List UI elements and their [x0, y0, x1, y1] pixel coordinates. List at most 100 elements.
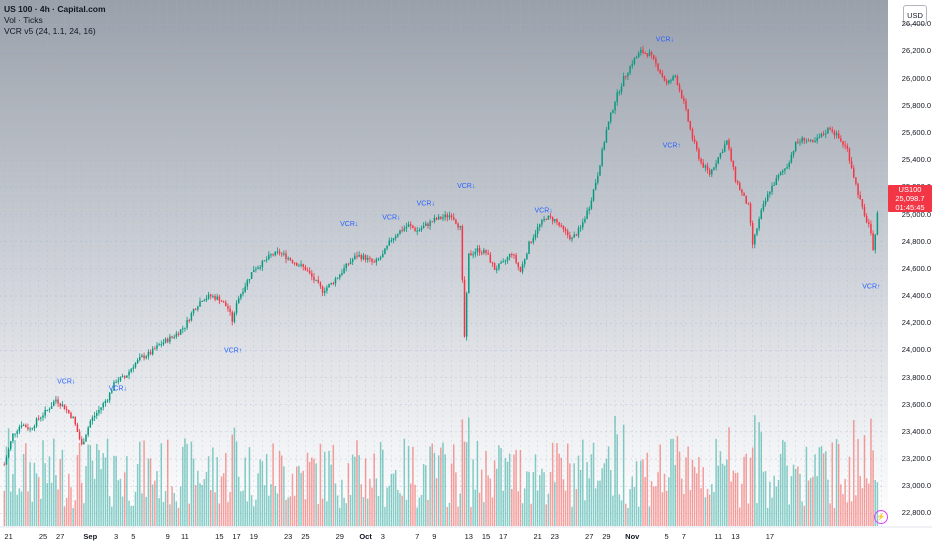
volume-bar [659, 444, 661, 526]
candle-body [554, 219, 556, 222]
candle-body [9, 441, 12, 450]
volume-bar [61, 449, 64, 526]
price-candles [3, 45, 879, 466]
candle-body [328, 284, 330, 288]
vcr-indicator-label[interactable]: VCR v5 (24, 1.1, 24, 16) [4, 26, 96, 36]
candle-body [59, 403, 61, 406]
volume-bar [844, 479, 846, 526]
candle-body [485, 249, 487, 253]
volume-bar [364, 458, 367, 526]
volume-bar [401, 495, 403, 526]
candle-body [857, 183, 859, 196]
price-tick-label: 23,800.0 [901, 372, 931, 382]
candle-body [345, 263, 347, 269]
candle-body [644, 52, 646, 54]
candle-body [754, 234, 756, 245]
candle-body [751, 222, 754, 245]
volume-bar [35, 473, 38, 526]
candle-body [530, 241, 532, 243]
candle-body [68, 409, 70, 413]
candle-body [302, 264, 304, 267]
volume-bar [717, 465, 720, 526]
candle-body [794, 141, 797, 151]
candle-body [627, 73, 629, 77]
volume-bar [46, 482, 49, 526]
volume-bar [78, 442, 81, 526]
volume-bar [272, 443, 274, 526]
candle-body [209, 294, 212, 297]
candle-body [190, 312, 193, 321]
candle-body [177, 333, 180, 335]
date-tick-label: 11 [714, 532, 723, 541]
volume-bar [336, 495, 339, 526]
candle-body [646, 53, 649, 57]
candle-body [298, 265, 300, 267]
volume-bar [715, 438, 717, 526]
volume-bar [646, 452, 649, 526]
volume-bar [452, 444, 455, 526]
price-tick-label: 24,000.0 [901, 345, 931, 355]
candle-body [313, 276, 315, 281]
candle-body [539, 224, 541, 227]
candle-body [455, 219, 457, 224]
volume-bar [846, 502, 849, 526]
currency-button[interactable]: USD [903, 5, 927, 25]
volume-bar [766, 507, 769, 526]
volume-bar [184, 438, 186, 526]
volume-bar [463, 441, 466, 526]
candle-body [657, 63, 659, 71]
volume-bar [491, 497, 494, 526]
candle-body [633, 58, 636, 65]
volume-bar [876, 482, 879, 526]
volume-bar [672, 438, 674, 526]
volume-bar [685, 457, 687, 526]
volume-bar [188, 503, 190, 526]
symbol-title[interactable]: US 100 · 4h · Capital.com [4, 4, 106, 14]
candle-body [693, 139, 696, 142]
volume-bar [139, 441, 141, 526]
vcr-label: VCR↓ [535, 208, 553, 215]
candle-body [476, 248, 479, 253]
volume-bar [244, 457, 246, 526]
volume-bar [386, 487, 388, 526]
volume-bar [534, 454, 537, 526]
candle-body [637, 53, 640, 57]
volume-bar [115, 456, 117, 526]
volume-bar [59, 459, 61, 526]
candle-body [207, 294, 210, 299]
volume-bar [384, 506, 386, 526]
volume-bar [270, 484, 272, 526]
candle-body [222, 301, 225, 303]
candle-body [130, 368, 132, 372]
candle-body [708, 169, 711, 175]
candle-body [364, 255, 367, 260]
candle-body [650, 52, 653, 55]
date-tick-label: 23 [550, 532, 559, 541]
candle-body [257, 267, 259, 269]
volume-bar [521, 503, 524, 526]
volume-bar [590, 454, 593, 526]
volume-bar [794, 468, 797, 526]
candle-body [203, 300, 206, 302]
candle-body [569, 235, 571, 240]
candle-body [220, 300, 223, 302]
volume-bar [304, 499, 307, 526]
candle-body [523, 259, 526, 265]
candle-body [132, 367, 135, 369]
volume-indicator-label[interactable]: Vol · Ticks [4, 15, 43, 25]
candle-body [659, 70, 661, 74]
volume-bar [513, 454, 515, 526]
candle-body [483, 249, 485, 254]
tradingview-logo-icon[interactable]: ⚡ [874, 510, 888, 524]
volume-bar [229, 491, 231, 526]
volume-bar [678, 451, 681, 526]
candle-body [844, 144, 846, 146]
volume-bar [171, 486, 173, 526]
vcr-label: VCR↑ [663, 142, 681, 149]
candle-body [508, 254, 511, 258]
volume-bar [868, 483, 870, 526]
candle-body [205, 298, 208, 301]
candle-body [719, 152, 722, 158]
volume-bar [300, 472, 302, 526]
